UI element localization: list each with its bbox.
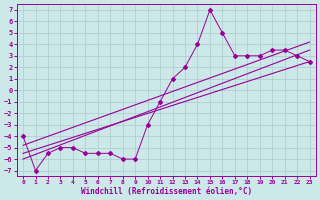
X-axis label: Windchill (Refroidissement éolien,°C): Windchill (Refroidissement éolien,°C): [81, 187, 252, 196]
